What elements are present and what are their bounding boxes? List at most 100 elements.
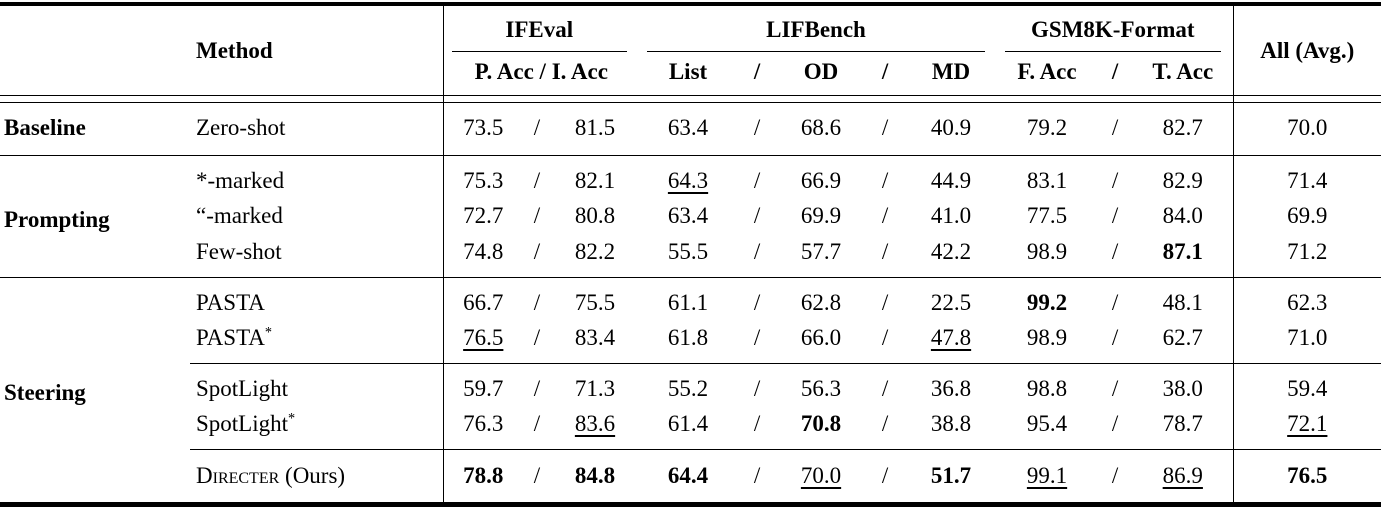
metric-value: 55.5 <box>639 233 738 278</box>
group-header-gsm8k-label: GSM8K-Format <box>1005 16 1221 52</box>
avg-value: 76.5 <box>1232 448 1381 505</box>
asterisk-superscript: * <box>288 410 296 427</box>
metric-text: 44.9 <box>930 167 972 193</box>
metric-text: 40.9 <box>930 115 972 141</box>
metric-text: 77.5 <box>1026 203 1068 229</box>
metric-text: 51.7 <box>930 462 972 488</box>
metric-value: 99.1 <box>997 448 1098 505</box>
method-name: “-marked <box>190 198 443 234</box>
metric-value: 64.4 <box>639 448 738 505</box>
metric-text: 84.8 <box>574 462 616 488</box>
metric-value: 73.5 <box>442 102 523 156</box>
metric-text: 63.4 <box>667 115 709 141</box>
corner-spacer <box>0 4 190 96</box>
metric-value: 77.5 <box>997 198 1097 234</box>
metric-text: 83.4 <box>574 325 616 351</box>
metric-value: 66.7 <box>442 277 523 321</box>
metric-text: 42.2 <box>930 238 972 264</box>
method-text: SpotLight <box>196 375 289 401</box>
metric-value: 98.8 <box>997 362 1098 407</box>
metric-text: 62.3 <box>1287 289 1328 315</box>
metric-text: 75.3 <box>463 167 504 193</box>
slash-separator: / <box>1097 233 1134 278</box>
slash-separator: / <box>881 203 889 229</box>
metric-value: 68.6 <box>777 102 866 156</box>
slash-separator: / <box>737 233 778 278</box>
slash-separator: / <box>533 203 541 229</box>
metric-text: 81.5 <box>574 115 616 141</box>
metric-text: 59.4 <box>1287 375 1328 401</box>
group-header-lifbench: LIFBench <box>639 4 997 52</box>
slash-separator: / <box>881 411 889 437</box>
metric-text: 72.1 <box>1287 411 1328 437</box>
metric-text: 62.7 <box>1162 325 1203 351</box>
metric-value: 82.9 <box>1133 155 1233 198</box>
metric-text: 56.3 <box>800 375 842 401</box>
slash-separator: / <box>523 102 551 156</box>
metric-text: 76.5 <box>1287 462 1328 488</box>
metric-value: 83.4 <box>551 320 639 363</box>
slash-separator: / <box>523 362 551 407</box>
metric-value: 64.3 <box>639 155 737 198</box>
slash-separator: / <box>1097 102 1134 156</box>
metric-text: 62.8 <box>800 289 842 315</box>
metric-value: 66.9 <box>777 155 865 198</box>
table-row: Steering PASTA 66.7 / 75.5 61.1 / 62.8 / 22.5 99.2… <box>0 277 1381 405</box>
avg-value: 71.0 <box>1232 320 1381 364</box>
method-text: Zero-shot <box>196 115 286 141</box>
metric-value: 61.4 <box>639 406 737 449</box>
metric-value: 76.5 <box>442 320 523 364</box>
slash-separator: / <box>753 167 761 193</box>
slash-separator: / <box>881 167 889 193</box>
metric-text: 83.1 <box>1026 167 1068 193</box>
metric-value: 80.8 <box>551 198 639 234</box>
group-header-gsm8k: GSM8K-Format <box>997 4 1233 52</box>
metric-text: 74.8 <box>463 238 504 264</box>
avg-value: 69.9 <box>1232 198 1381 234</box>
table-row: Prompting *-marked 75.3 / 82.1 64.3 / 66.9 / 44.9… <box>0 155 1381 278</box>
slash-separator: / <box>737 102 778 156</box>
slash-separator: / <box>753 289 761 315</box>
slash-separator: / <box>865 233 906 278</box>
metric-text: 98.9 <box>1026 238 1068 264</box>
group-header-lifbench-label: LIFBench <box>647 16 986 52</box>
metric-text: 41.0 <box>930 203 972 229</box>
metric-text: 86.9 <box>1162 462 1203 488</box>
metric-text: 66.9 <box>800 167 842 193</box>
metric-value: 84.0 <box>1133 198 1233 234</box>
metric-value: 70.0 <box>777 448 866 505</box>
metric-text: 61.8 <box>667 325 709 351</box>
metric-value: 75.3 <box>442 155 523 199</box>
metric-text: 61.4 <box>667 411 709 437</box>
group-header-ifeval: IFEval <box>442 4 640 52</box>
metric-text: 57.7 <box>800 238 842 264</box>
metric-value: 42.2 <box>905 233 998 278</box>
rule-segment <box>1232 95 1381 104</box>
slash-separator: / <box>753 58 761 84</box>
metric-value: 36.8 <box>905 362 998 407</box>
metric-value: 79.2 <box>997 102 1098 156</box>
method-name: *-marked <box>190 155 443 198</box>
metric-text: 99.1 <box>1026 462 1068 488</box>
metric-text: 99.2 <box>1026 289 1068 315</box>
metric-value: 61.1 <box>639 277 737 320</box>
metric-value: 40.9 <box>905 102 998 156</box>
metric-text: 48.1 <box>1162 289 1203 315</box>
metric-text: 82.1 <box>574 167 616 193</box>
slash-separator: / <box>865 362 906 407</box>
metric-value: 95.4 <box>997 406 1097 449</box>
method-text: *-marked <box>196 167 285 193</box>
metric-value: 98.9 <box>997 233 1098 278</box>
table-row: SpotLight 59.7 / 71.3 55.2 / 56.3 / 36.8 98.8 / 38.… <box>0 362 1381 407</box>
subheader-lif-md: MD <box>931 58 971 84</box>
avg-value: 62.3 <box>1232 277 1381 321</box>
section-label: Baseline <box>0 102 190 156</box>
metric-text: 76.3 <box>463 411 504 437</box>
metric-text: 61.1 <box>667 289 709 315</box>
group-header-ifeval-label: IFEval <box>451 16 628 52</box>
metric-text: 71.3 <box>574 375 616 401</box>
method-name: SpotLight* <box>190 406 443 449</box>
avg-value: 71.2 <box>1232 233 1381 278</box>
metric-value: 75.5 <box>551 277 639 320</box>
metric-value: 48.1 <box>1133 277 1233 320</box>
